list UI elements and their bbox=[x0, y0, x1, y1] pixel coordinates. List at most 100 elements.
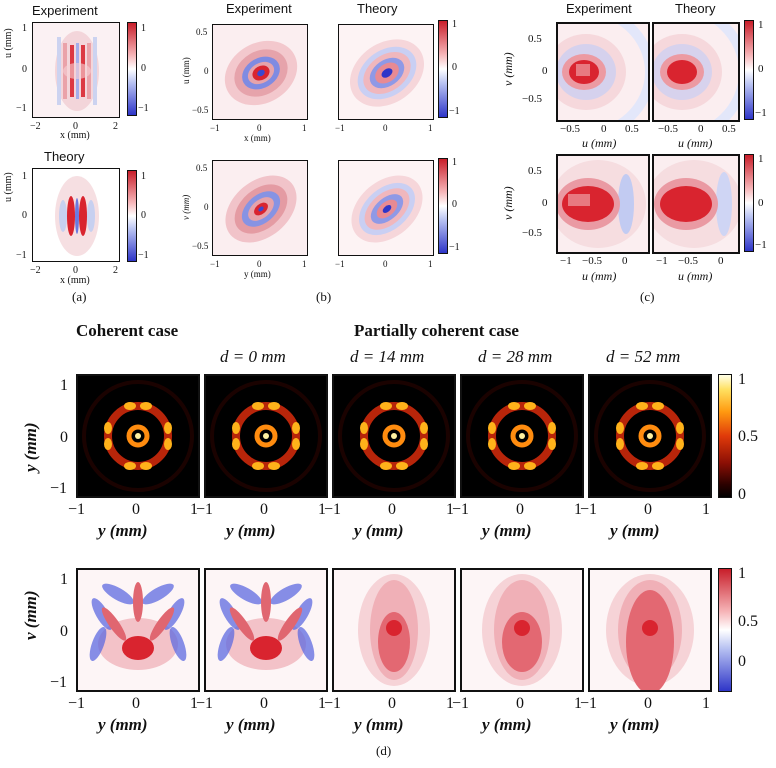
panel-b-theory-bottom bbox=[338, 160, 434, 256]
panel-d-xtick: −1 bbox=[580, 501, 598, 518]
panel-a-bottom-title: Theory bbox=[44, 149, 85, 164]
distance-label: d = 52 mm bbox=[606, 347, 681, 366]
panel-c-top-xlabel: u (mm) bbox=[582, 136, 617, 150]
panel-c-title-theory: Theory bbox=[675, 1, 716, 16]
panel-a-ylabel: u (mm) bbox=[3, 28, 14, 58]
panel-c-xtick: −0.5 bbox=[582, 255, 602, 267]
intensity-image bbox=[82, 380, 194, 492]
panel-a-xtick: −2 bbox=[30, 121, 41, 132]
panel-d-caption: (d) bbox=[376, 743, 392, 758]
coherence-map bbox=[588, 568, 712, 692]
panel-b-ytick: 0 bbox=[204, 202, 209, 212]
coherence-map bbox=[76, 568, 200, 692]
panel-b-xtick: 0 bbox=[257, 259, 262, 269]
panel-d-xtick: 1 bbox=[446, 695, 454, 712]
panel-c-ytick: 0 bbox=[542, 65, 548, 77]
panel-d-xtick: −1 bbox=[196, 695, 214, 712]
intensity-image bbox=[210, 380, 322, 492]
panel-a-xtick: 0 bbox=[73, 265, 78, 276]
panel-c-cbar-tick: 1 bbox=[758, 153, 764, 165]
panel-b-xtick: 0 bbox=[383, 123, 388, 133]
panel-b-xtick: 0 bbox=[257, 123, 262, 133]
distance-label: d = 14 mm bbox=[350, 347, 425, 366]
panel-b-bottom-xlabel: y (mm) bbox=[244, 269, 271, 279]
panel-b-xtick: 1 bbox=[302, 259, 307, 269]
panel-c-xtick: −1 bbox=[656, 255, 668, 267]
panel-a-ytick: −1 bbox=[16, 250, 27, 261]
panel-d-cbar-tick: 1 bbox=[738, 371, 746, 388]
panel-b-title-experiment: Experiment bbox=[226, 1, 292, 16]
panel-b-cbar-tick: 0 bbox=[452, 199, 457, 210]
panel-c-xtick: 0 bbox=[718, 255, 724, 267]
intensity-image bbox=[466, 380, 578, 492]
coherence-map bbox=[204, 568, 328, 692]
panel-b-theory-top bbox=[338, 24, 434, 120]
panel-d-xtick: 1 bbox=[574, 501, 582, 518]
panel-c-xtick: 0 bbox=[601, 123, 607, 135]
panel-d-xtick: 0 bbox=[644, 695, 652, 712]
panel-a-ylabel-bottom: u (mm) bbox=[3, 172, 14, 202]
panel-a-xtick: 2 bbox=[113, 265, 118, 276]
panel-d-cbar-tick: 0.5 bbox=[738, 613, 758, 630]
panel-c-top-xlabel: u (mm) bbox=[678, 136, 713, 150]
panel-d-xtick: 0 bbox=[516, 501, 524, 518]
panel-a-cbar-tick: −1 bbox=[138, 250, 149, 261]
panel-d-xtick: 1 bbox=[702, 501, 710, 518]
panel-c-xtick: −0.5 bbox=[658, 123, 678, 135]
panel-b-cbar-tick: 0 bbox=[452, 62, 457, 73]
panel-a-xtick: −2 bbox=[30, 265, 41, 276]
panel-d-xtick: 0 bbox=[260, 695, 268, 712]
panel-d-xtick: 1 bbox=[318, 695, 326, 712]
intensity-image bbox=[338, 380, 450, 492]
panel-c-ytick: 0.5 bbox=[528, 33, 542, 45]
panel-d-xtick: −1 bbox=[68, 695, 86, 712]
panel-d-ytick: 1 bbox=[60, 377, 68, 394]
panel-b-colorbar-bottom bbox=[438, 158, 448, 254]
panel-c-theory-bottom bbox=[652, 154, 740, 254]
intensity-map bbox=[460, 374, 584, 498]
panel-c-caption: (c) bbox=[640, 289, 655, 304]
panel-a-xtick: 0 bbox=[73, 121, 78, 132]
intensity-map bbox=[332, 374, 456, 498]
panel-d-xlabel: y (mm) bbox=[226, 521, 276, 540]
panel-b-xtick: −1 bbox=[210, 123, 220, 133]
coherence-image bbox=[89, 582, 187, 670]
intensity-map bbox=[76, 374, 200, 498]
panel-b-cbar-tick: −1 bbox=[449, 106, 460, 117]
panel-c-cbar-tick: 0 bbox=[758, 197, 764, 209]
panel-b-bottom-ylabel: v (mm) bbox=[181, 194, 191, 220]
panel-d-xtick: −1 bbox=[580, 695, 598, 712]
panel-b-xtick: 0 bbox=[383, 259, 388, 269]
coherence-image bbox=[358, 574, 430, 686]
panel-b-colorbar-top bbox=[438, 20, 448, 118]
panel-b-cbar-tick: 1 bbox=[452, 157, 457, 168]
partially-coherent-heading: Partially coherent case bbox=[354, 321, 519, 340]
panel-c-bottom-ylabel: v (mm) bbox=[501, 186, 515, 220]
panel-c-theory-top bbox=[652, 22, 740, 122]
panel-a-ytick: 1 bbox=[22, 171, 27, 182]
panel-d-xtick: −1 bbox=[452, 695, 470, 712]
panel-c-colorbar-bottom bbox=[744, 154, 754, 252]
panel-b-cbar-tick: 1 bbox=[452, 19, 457, 30]
experiment-image bbox=[213, 25, 307, 119]
panel-d-xtick: −1 bbox=[68, 501, 86, 518]
panel-c-experiment-top bbox=[556, 22, 650, 122]
panel-c-bottom-xlabel: u (mm) bbox=[582, 269, 617, 283]
coherence-map bbox=[460, 568, 584, 692]
panel-c-cbar-tick: 0 bbox=[758, 63, 764, 75]
panel-d-xtick: 0 bbox=[132, 695, 140, 712]
theory-image bbox=[654, 156, 738, 252]
panel-b-ytick: 0 bbox=[204, 66, 209, 76]
panel-d-xtick: 1 bbox=[702, 695, 710, 712]
panel-c-title-experiment: Experiment bbox=[566, 1, 632, 16]
panel-c-cbar-tick: −1 bbox=[755, 239, 767, 251]
experiment-image bbox=[558, 156, 648, 252]
coherence-image bbox=[482, 574, 562, 686]
panel-b-experiment-top bbox=[212, 24, 308, 120]
panel-c-colorbar-top bbox=[744, 20, 754, 120]
panel-b-top-xlabel: x (mm) bbox=[244, 133, 271, 143]
panel-d-cbar-tick: 1 bbox=[738, 565, 746, 582]
panel-b-top-ylabel: u (mm) bbox=[181, 57, 191, 84]
experiment-image bbox=[213, 161, 307, 255]
panel-d-xtick: 0 bbox=[644, 501, 652, 518]
